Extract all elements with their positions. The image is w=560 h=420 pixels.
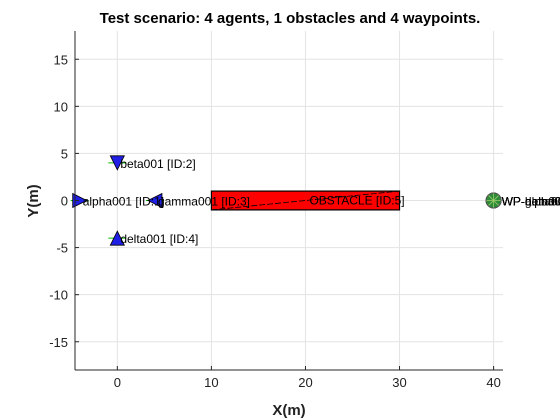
agent-label-2: gamma001 [ID:3] (158, 195, 250, 209)
x-axis-label: X(m) (272, 402, 305, 419)
labels-layer: OBSTACLE [ID:5] WP-alpha001WP-beta001WP-g… (83, 157, 560, 246)
waypoint-label-2: WP-gamma001 (502, 195, 560, 209)
agent-label-1: beta001 [ID:2] (120, 157, 195, 171)
waypoints-layer (485, 192, 502, 209)
x-tick-label-4: 40 (486, 375, 500, 390)
y-tick-label-1: -10 (49, 288, 68, 303)
x-tick-label-1: 10 (204, 375, 218, 390)
waypoint-label-1: WP-beta001 (502, 195, 560, 209)
y-tick-label-0: -15 (49, 335, 68, 350)
tick-labels: 0 10 20 30 40 -15 -10 -5 0 5 10 15 (49, 52, 501, 390)
x-tick-label-2: 20 (298, 375, 312, 390)
obstacles-layer (210, 190, 401, 211)
x-tick-label-3: 30 (392, 375, 406, 390)
agent-marker-2 (147, 192, 163, 209)
agents-layer (70, 155, 164, 246)
agent-marker-3 (109, 230, 125, 246)
waypoint-spoke-3-3 (488, 195, 499, 206)
obstacle-diagonal-0 (211, 190, 400, 211)
waypoint-label-0: WP-alpha001 (502, 195, 560, 209)
waypoint-label-3: WP-delta001 (502, 195, 560, 209)
agent-label-0: alpha001 [ID:1] (83, 195, 164, 209)
obstacle-label-0: OBSTACLE [ID:5] (309, 194, 404, 208)
y-axis-label: Y(m) (25, 184, 42, 217)
y-tick-label-3: 0 (61, 194, 68, 209)
y-tick-label-2: -5 (56, 241, 68, 256)
y-tick-label-4: 5 (61, 146, 68, 161)
chart-title: Test scenario: 4 agents, 1 obstacles and… (100, 10, 481, 27)
axes (74, 31, 503, 371)
agent-label-3: delta001 [ID:4] (120, 232, 198, 246)
x-tick-label-0: 0 (114, 375, 121, 390)
agent-marker-0 (72, 192, 88, 209)
agent-marker-1 (109, 155, 125, 171)
y-tick-label-5: 10 (54, 99, 68, 114)
y-tick-label-6: 15 (54, 52, 68, 67)
